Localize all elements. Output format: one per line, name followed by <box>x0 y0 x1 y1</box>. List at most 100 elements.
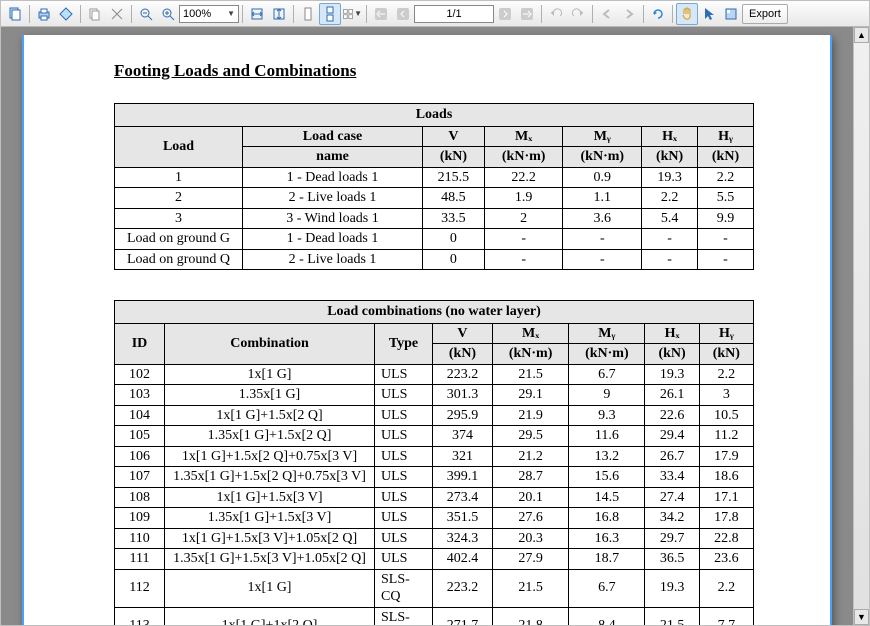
cell-id: 108 <box>115 487 165 508</box>
cell-hy: 10.5 <box>699 405 753 426</box>
export-button[interactable]: Export <box>742 4 788 24</box>
table-row: 1121x[1 G]SLS-CQ223.221.56.719.32.2 <box>115 569 754 607</box>
cell-hx: 19.3 <box>645 364 699 385</box>
hand-tool-icon[interactable] <box>676 3 698 25</box>
col-hx: Hₓ <box>642 126 698 147</box>
col-hy-unit: (kN) <box>699 344 753 365</box>
cell-my: 1.1 <box>563 188 642 209</box>
col-v-unit: (kN) <box>433 344 493 365</box>
zoom-combo[interactable]: 100%▼ <box>179 5 239 23</box>
cell-hy: 9.9 <box>698 208 754 229</box>
fit-width-icon[interactable] <box>246 3 268 25</box>
cell-mx: 2 <box>484 208 563 229</box>
copy2-icon[interactable] <box>84 3 106 25</box>
cell-mx: 22.2 <box>484 167 563 188</box>
cell-my: 9.3 <box>569 405 645 426</box>
cell-id: 113 <box>115 607 165 625</box>
zoom-out-icon[interactable] <box>135 3 157 25</box>
cell-type: ULS <box>375 385 433 406</box>
preview-icon[interactable] <box>55 3 77 25</box>
cell-v: 0 <box>423 249 485 270</box>
cell-v: 374 <box>433 426 493 447</box>
col-mx-unit: (kN·m) <box>492 344 568 365</box>
col-case: Load case <box>243 126 423 147</box>
col-load: Load <box>115 126 243 167</box>
select-tool-icon[interactable] <box>698 3 720 25</box>
col-my-unit: (kN·m) <box>563 147 642 168</box>
forward-icon[interactable] <box>618 3 640 25</box>
cell-type: SLS-CQ <box>375 569 433 607</box>
report-viewer: 100%▼ ▼ Export Footing Loads and Combina… <box>0 0 870 626</box>
col-v-unit: (kN) <box>423 147 485 168</box>
cell-id: 102 <box>115 364 165 385</box>
col-case-sub: name <box>243 147 423 168</box>
cell-v: 399.1 <box>433 467 493 488</box>
cell-my: - <box>563 229 642 250</box>
redo-icon[interactable] <box>567 3 589 25</box>
first-page-icon[interactable] <box>370 3 392 25</box>
prev-page-icon[interactable] <box>392 3 414 25</box>
cell-hx: 34.2 <box>645 508 699 529</box>
cell-my: 16.3 <box>569 528 645 549</box>
page-scroll-area[interactable]: Footing Loads and Combinations Loads Loa… <box>1 27 853 625</box>
next-page-icon[interactable] <box>494 3 516 25</box>
cell-v: 324.3 <box>433 528 493 549</box>
cell-mx: 1.9 <box>484 188 563 209</box>
cell-hy: 23.6 <box>699 549 753 570</box>
table-row: 1111.35x[1 G]+1.5x[3 V]+1.05x[2 Q]ULS402… <box>115 549 754 570</box>
single-page-icon[interactable] <box>297 3 319 25</box>
undo-icon[interactable] <box>545 3 567 25</box>
cell-my: 14.5 <box>569 487 645 508</box>
copy-icon[interactable] <box>4 3 26 25</box>
cell-my: 8.4 <box>569 607 645 625</box>
cell-hx: 33.4 <box>645 467 699 488</box>
cell-case: 3 - Wind loads 1 <box>243 208 423 229</box>
page-input[interactable] <box>414 5 494 23</box>
col-my: Mᵧ <box>569 323 645 344</box>
col-id: ID <box>115 323 165 364</box>
cell-combo: 1x[1 G]+1x[2 Q] <box>165 607 375 625</box>
cell-mx: 29.5 <box>492 426 568 447</box>
cell-id: 112 <box>115 569 165 607</box>
separator <box>242 5 243 23</box>
cell-combo: 1.35x[1 G]+1.5x[2 Q]+0.75x[3 V] <box>165 467 375 488</box>
cell-hy: 17.1 <box>699 487 753 508</box>
back-icon[interactable] <box>596 3 618 25</box>
combos-table: Load combinations (no water layer) ID Co… <box>114 300 754 625</box>
cell-id: 105 <box>115 426 165 447</box>
cell-id: 104 <box>115 405 165 426</box>
table-row: 1031.35x[1 G]ULS301.329.1926.13 <box>115 385 754 406</box>
scroll-down-icon[interactable]: ▼ <box>854 609 869 625</box>
separator <box>366 5 367 23</box>
cell-v: 0 <box>423 229 485 250</box>
cell-my: - <box>563 249 642 270</box>
cell-hy: 2.2 <box>698 167 754 188</box>
toolbar: 100%▼ ▼ Export <box>1 1 869 27</box>
table-row: 33 - Wind loads 133.523.65.49.9 <box>115 208 754 229</box>
table-row: 1131x[1 G]+1x[2 Q]SLS-CQ271.721.88.421.5… <box>115 607 754 625</box>
cell-mx: 29.1 <box>492 385 568 406</box>
separator <box>592 5 593 23</box>
table-row: Load on ground G1 - Dead loads 10---- <box>115 229 754 250</box>
vertical-scrollbar[interactable]: ▲ ▼ <box>853 27 869 625</box>
cell-combo: 1.35x[1 G]+1.5x[3 V] <box>165 508 375 529</box>
cell-hy: 7.7 <box>699 607 753 625</box>
cell-hx: 29.7 <box>645 528 699 549</box>
print-icon[interactable] <box>33 3 55 25</box>
grid-pages-icon[interactable]: ▼ <box>341 3 363 25</box>
table-row: 1051.35x[1 G]+1.5x[2 Q]ULS37429.511.629.… <box>115 426 754 447</box>
bookmark-icon[interactable] <box>720 3 742 25</box>
scroll-up-icon[interactable]: ▲ <box>854 27 869 43</box>
cell-id: 103 <box>115 385 165 406</box>
cell-my: 15.6 <box>569 467 645 488</box>
col-hx-unit: (kN) <box>645 344 699 365</box>
find-icon[interactable] <box>106 3 128 25</box>
separator <box>643 5 644 23</box>
fit-page-icon[interactable] <box>268 3 290 25</box>
cell-v: 215.5 <box>423 167 485 188</box>
cell-v: 351.5 <box>433 508 493 529</box>
zoom-in-icon[interactable] <box>157 3 179 25</box>
continuous-page-icon[interactable] <box>319 3 341 25</box>
refresh-icon[interactable] <box>647 3 669 25</box>
last-page-icon[interactable] <box>516 3 538 25</box>
